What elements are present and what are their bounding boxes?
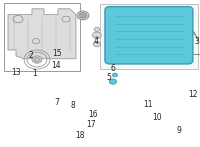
Text: 10: 10 <box>152 113 162 122</box>
Text: 18: 18 <box>75 131 85 140</box>
Circle shape <box>95 36 99 39</box>
Text: 6: 6 <box>110 64 115 73</box>
Text: 13: 13 <box>11 68 21 77</box>
Text: 11: 11 <box>143 100 153 109</box>
Text: 5: 5 <box>107 73 111 82</box>
Circle shape <box>93 32 101 39</box>
Circle shape <box>79 13 87 18</box>
Text: 2: 2 <box>29 51 33 60</box>
Text: 1: 1 <box>33 69 37 78</box>
Text: 14: 14 <box>51 61 61 70</box>
Text: 15: 15 <box>52 49 62 58</box>
FancyBboxPatch shape <box>105 7 193 64</box>
Circle shape <box>93 41 101 47</box>
Circle shape <box>109 79 117 84</box>
Text: 8: 8 <box>71 101 75 110</box>
Circle shape <box>32 56 42 63</box>
Text: 9: 9 <box>176 126 181 135</box>
Polygon shape <box>8 9 76 59</box>
Circle shape <box>112 73 118 77</box>
Text: 17: 17 <box>86 120 96 129</box>
Text: 7: 7 <box>55 98 59 107</box>
Text: 4: 4 <box>94 37 98 46</box>
Circle shape <box>35 58 39 61</box>
FancyBboxPatch shape <box>4 3 80 71</box>
Circle shape <box>94 27 100 31</box>
Text: 12: 12 <box>188 90 198 99</box>
FancyBboxPatch shape <box>100 4 198 69</box>
Circle shape <box>77 11 89 20</box>
Text: 3: 3 <box>194 37 199 46</box>
Text: 16: 16 <box>88 110 98 119</box>
